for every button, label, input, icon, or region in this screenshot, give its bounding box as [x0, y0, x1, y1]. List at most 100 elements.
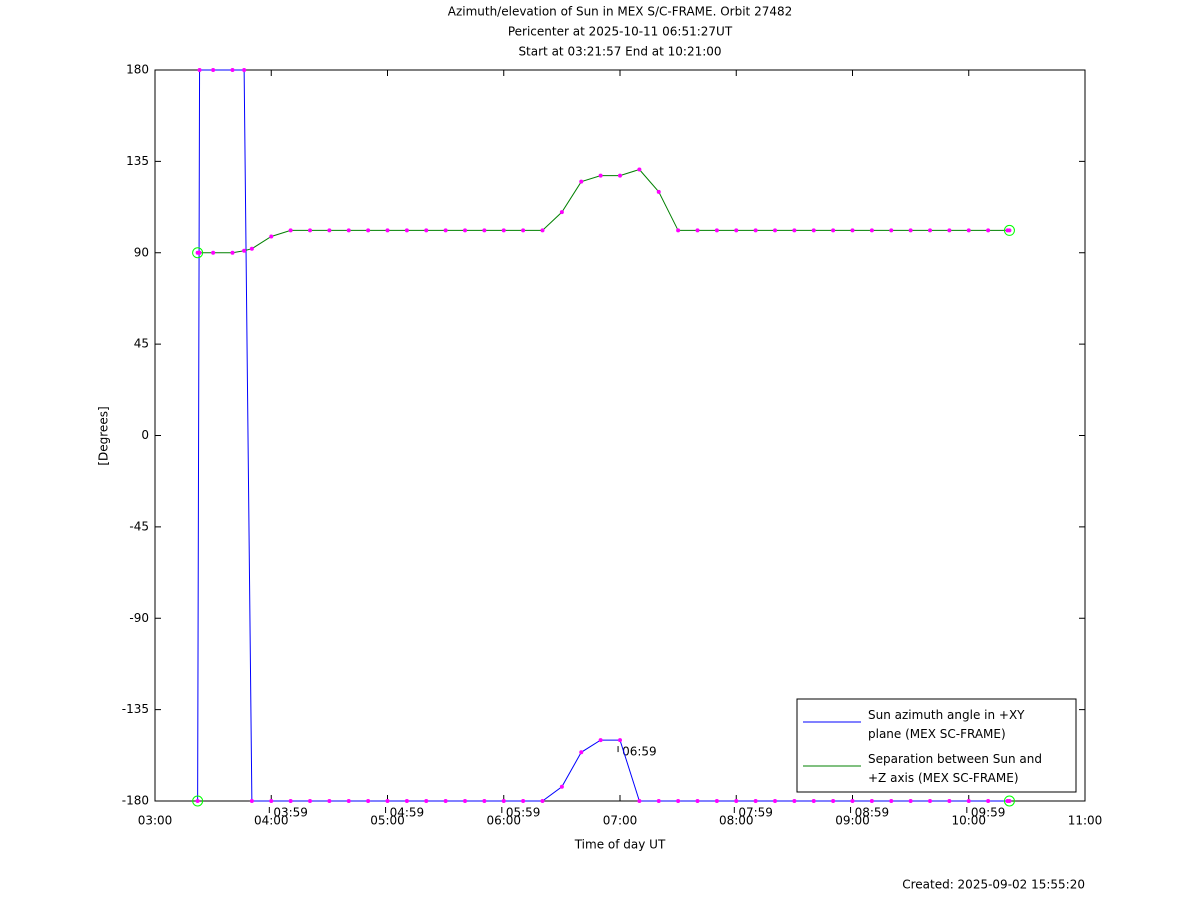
- data-point: [579, 750, 584, 755]
- data-point: [714, 228, 719, 233]
- series-line: [197, 168, 1010, 254]
- data-point: [986, 228, 991, 233]
- data-point: [656, 189, 661, 194]
- data-point: [734, 228, 739, 233]
- x-tick-label: 10:00: [951, 814, 986, 828]
- data-point: [966, 228, 971, 233]
- data-point: [773, 799, 777, 803]
- data-point: [966, 799, 971, 803]
- data-point: [197, 68, 202, 72]
- series-line: [197, 69, 1010, 802]
- data-point: [869, 228, 874, 233]
- data-point: [947, 228, 952, 233]
- data-point: [249, 799, 254, 803]
- data-point: [773, 228, 777, 233]
- data-point: [889, 799, 894, 803]
- data-point: [242, 248, 247, 253]
- data-point: [197, 250, 202, 255]
- data-point: [928, 799, 932, 803]
- data-point: [986, 799, 991, 803]
- data-point: [424, 799, 429, 803]
- data-point: [424, 228, 429, 233]
- data-point: [908, 799, 913, 803]
- data-point: [559, 784, 564, 789]
- data-point: [195, 799, 200, 803]
- data-point: [559, 210, 564, 215]
- data-point: [908, 228, 913, 233]
- chart-subtitle: Start at 03:21:57 End at 10:21:00: [518, 45, 721, 59]
- data-point: [714, 799, 719, 803]
- orbit-time-label: 04:59: [390, 806, 425, 820]
- data-point: [327, 799, 332, 803]
- endpoint-marker: [1003, 795, 1015, 807]
- legend-label: Separation between Sun and +Z axis (MEX S…: [868, 752, 1042, 785]
- data-point: [230, 250, 235, 255]
- data-point: [249, 246, 254, 251]
- data-point: [1007, 228, 1012, 233]
- data-point: [695, 228, 700, 233]
- legend-label: Sun azimuth angle in +XY plane (MEX SC-FR…: [868, 708, 1025, 741]
- data-point: [656, 799, 661, 803]
- data-point: [1007, 799, 1012, 803]
- data-point: [443, 799, 448, 803]
- x-tick-label: 04:00: [254, 814, 289, 828]
- y-tick-label: 135: [126, 154, 149, 168]
- x-tick-label: 09:00: [835, 814, 870, 828]
- data-point: [753, 799, 758, 803]
- data-point: [385, 228, 390, 233]
- data-point: [811, 799, 816, 803]
- x-tick-label: 03:00: [138, 814, 173, 828]
- data-point: [242, 68, 247, 72]
- y-tick-label: -135: [122, 702, 149, 716]
- orbit-time-label: 07:59: [738, 806, 773, 820]
- data-point: [366, 799, 371, 803]
- y-axis-label: [Degrees]: [97, 406, 111, 465]
- data-point: [501, 228, 506, 233]
- data-point: [850, 799, 855, 803]
- data-point: [598, 173, 603, 178]
- data-point: [831, 228, 836, 233]
- y-tick-label: 180: [126, 63, 149, 77]
- data-point: [792, 799, 797, 803]
- data-point: [811, 228, 816, 233]
- data-point: [889, 228, 894, 233]
- data-point: [850, 228, 855, 233]
- x-tick-label: 08:00: [719, 814, 754, 828]
- data-point: [501, 799, 506, 803]
- data-point: [676, 799, 681, 803]
- data-point: [579, 179, 584, 184]
- data-point: [482, 799, 487, 803]
- y-tick-label: 90: [134, 245, 149, 259]
- x-tick-label: 11:00: [1068, 814, 1103, 828]
- data-point: [618, 738, 622, 743]
- y-tick-label: -180: [122, 794, 149, 808]
- endpoint-marker: [192, 247, 204, 259]
- data-point: [831, 799, 836, 803]
- data-point: [637, 799, 642, 803]
- data-point: [404, 228, 409, 233]
- x-tick-label: 05:00: [370, 814, 405, 828]
- data-point: [288, 228, 293, 233]
- x-axis-label: Time of day UT: [574, 838, 666, 852]
- data-point: [288, 799, 293, 803]
- y-tick-label: 0: [141, 428, 149, 442]
- data-point: [463, 799, 467, 803]
- y-tick-label: -90: [129, 611, 149, 625]
- data-point: [734, 799, 739, 803]
- y-tick-label: -45: [129, 519, 149, 533]
- chart-title: Azimuth/elevation of Sun in MEX S/C-FRAM…: [448, 5, 793, 19]
- legend-box: [796, 698, 1077, 793]
- data-point: [308, 799, 312, 803]
- data-point: [637, 167, 642, 172]
- data-point: [753, 228, 758, 233]
- data-point: [695, 799, 700, 803]
- data-point: [521, 799, 526, 803]
- y-tick-label: 45: [134, 337, 149, 351]
- orbit-time-label: 09:59: [971, 806, 1006, 820]
- data-point: [385, 799, 390, 803]
- x-tick-label: 06:00: [486, 814, 521, 828]
- data-point: [540, 228, 545, 233]
- data-point: [869, 799, 874, 803]
- orbit-time-label: 08:59: [855, 806, 890, 820]
